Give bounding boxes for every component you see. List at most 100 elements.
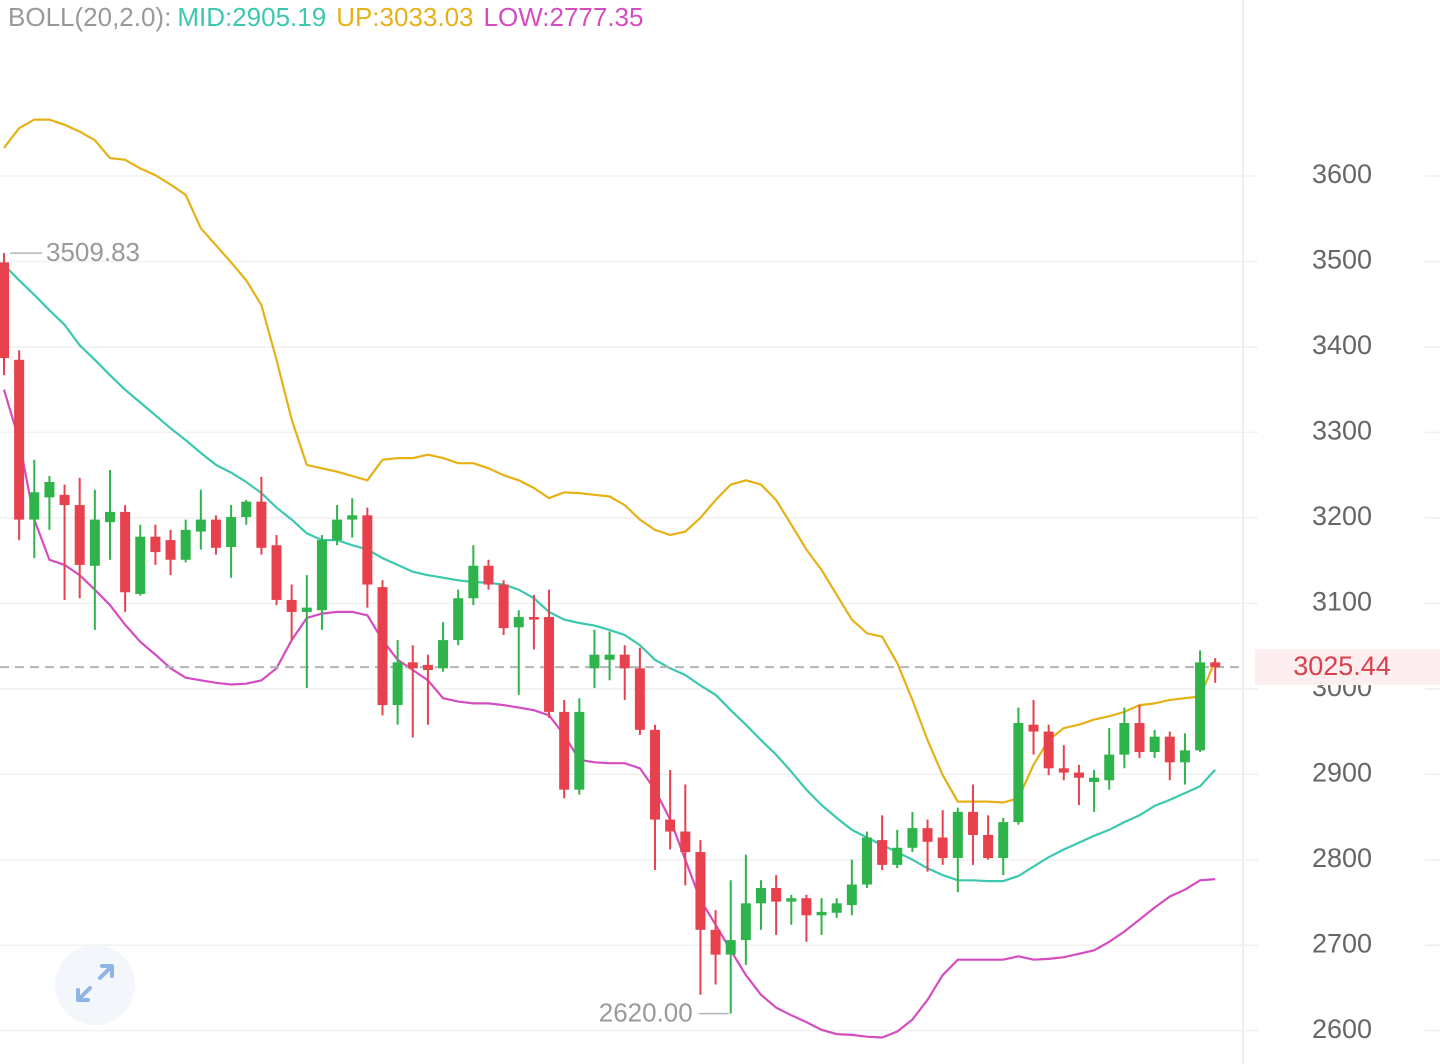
y-tick-label: 2800 <box>1312 843 1372 873</box>
y-tick-label: 2900 <box>1312 757 1372 787</box>
y-tick-label: 3200 <box>1312 501 1372 531</box>
candle-body <box>377 587 388 706</box>
candle-body <box>165 540 176 560</box>
candle-body <box>120 511 131 593</box>
candle-body <box>983 834 994 859</box>
legend-entry: MID:2905.19 <box>177 2 326 32</box>
candle-body <box>634 668 645 730</box>
candle-body <box>332 519 343 541</box>
candle-body <box>1164 736 1175 763</box>
y-tick-label: 3600 <box>1312 159 1372 189</box>
candle-body <box>1073 772 1084 778</box>
annotation-label: 2620.00 <box>599 997 693 1027</box>
candle-body <box>877 840 888 865</box>
band-line <box>3 264 1217 883</box>
candle-body <box>710 929 721 955</box>
candle-body <box>256 501 267 548</box>
candle-body <box>195 519 206 532</box>
candle-body <box>226 517 237 547</box>
candle-body <box>392 662 403 706</box>
candle-body <box>907 828 918 848</box>
candle-body <box>453 598 464 641</box>
bands <box>2 118 1217 1039</box>
candle-body <box>59 494 70 506</box>
candle-body <box>680 831 691 853</box>
candle-body <box>271 545 282 600</box>
y-tick-label: 3300 <box>1312 416 1372 446</box>
annotation-label: 3509.83 <box>46 237 140 267</box>
candle-body <box>150 536 161 553</box>
last-price-label: 3025.44 <box>1293 651 1391 681</box>
candle-body <box>1058 768 1069 773</box>
candle-body <box>1179 750 1190 763</box>
candle-body <box>544 617 555 712</box>
candle-body <box>574 711 585 790</box>
candle-body <box>1195 662 1206 751</box>
candle-body <box>44 482 55 498</box>
candle-body <box>1028 724 1039 732</box>
candle-body <box>892 847 903 865</box>
candle-body <box>29 492 40 520</box>
expand-icon[interactable] <box>76 964 114 1002</box>
candle-body <box>831 903 842 913</box>
expand-button[interactable] <box>55 945 135 1025</box>
candle-body <box>438 640 449 669</box>
y-tick-label: 2700 <box>1312 928 1372 958</box>
candle-body <box>1119 723 1130 755</box>
candle-body <box>1149 736 1160 753</box>
candle-body <box>1089 777 1100 782</box>
candle-body <box>0 262 9 359</box>
y-tick-label: 3500 <box>1312 245 1372 275</box>
candle-body <box>180 529 191 560</box>
legend-entry: LOW:2777.35 <box>484 2 644 32</box>
candle-body <box>650 729 661 820</box>
candle-body <box>301 607 312 612</box>
candle-body <box>316 540 327 611</box>
candle-body <box>937 837 948 859</box>
band-line <box>2 389 1216 1039</box>
candle-body <box>665 819 676 832</box>
candle-body <box>998 822 1009 859</box>
candle-body <box>725 940 736 955</box>
candle-body <box>1134 723 1145 753</box>
candle-body <box>740 903 751 941</box>
candle-body <box>559 711 570 790</box>
candle-body <box>967 811 978 835</box>
indicator-label: BOLL(20,2.0): <box>8 2 171 32</box>
candle-body <box>89 519 100 566</box>
candle-body <box>347 515 358 520</box>
candle-body <box>286 599 297 612</box>
candle-body <box>619 654 630 669</box>
y-tick-label: 2600 <box>1312 1014 1372 1044</box>
candle-body <box>407 662 418 669</box>
candle-body <box>513 617 524 628</box>
last-price-box <box>1255 649 1440 686</box>
candle-body <box>604 654 615 660</box>
candle-body <box>362 515 373 585</box>
candle-body <box>14 359 25 520</box>
expand-button-bg[interactable] <box>55 945 135 1025</box>
candle-body <box>589 654 600 669</box>
candle-body <box>210 519 221 548</box>
candle-body <box>483 565 494 585</box>
candle-body <box>1013 723 1024 823</box>
candle-body <box>816 911 827 916</box>
candle-body <box>135 536 146 594</box>
candle-body <box>801 898 812 916</box>
candle-body <box>846 884 857 906</box>
candle-body <box>422 664 433 671</box>
candle-body <box>922 828 933 842</box>
candle-body <box>771 887 782 902</box>
candle-body <box>241 501 252 518</box>
candle-body <box>1043 731 1054 769</box>
candle-body <box>861 837 872 885</box>
grid <box>0 175 1440 1032</box>
candle-body <box>74 505 85 565</box>
y-tick-label: 3100 <box>1312 586 1372 616</box>
candle-body <box>498 584 509 629</box>
band-line <box>3 118 1217 804</box>
candle-body <box>756 887 766 904</box>
legend-entry: UP:3033.03 <box>336 2 473 32</box>
